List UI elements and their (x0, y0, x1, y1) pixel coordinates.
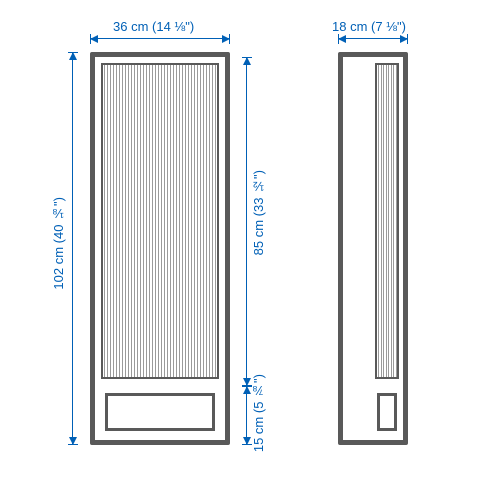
dimension-width-front (90, 38, 230, 39)
glass-door-side (375, 63, 399, 379)
label-height-base: 15 cm (5 ⅞") (252, 371, 266, 455)
label-height-overall: 102 cm (40 ⅛") (52, 194, 66, 293)
cabinet-front-view (90, 52, 230, 445)
dimension-height-door (246, 57, 247, 386)
dimension-height-overall (72, 52, 73, 445)
label-width-front: 36 cm (14 ⅛") (110, 20, 197, 34)
dimension-depth (338, 38, 408, 39)
cabinet-side-view (338, 52, 408, 445)
label-height-door: 85 cm (33 ½") (252, 167, 266, 258)
base-panel-front (105, 393, 215, 431)
glass-door-ribbed (101, 63, 219, 379)
base-panel-side (377, 393, 397, 431)
dimension-diagram: 36 cm (14 ⅛") 18 cm (7 ⅛") 102 cm (40 ⅛"… (0, 0, 500, 500)
door-handle (227, 197, 229, 243)
label-depth: 18 cm (7 ⅛") (329, 20, 409, 34)
dimension-height-base (246, 386, 247, 445)
